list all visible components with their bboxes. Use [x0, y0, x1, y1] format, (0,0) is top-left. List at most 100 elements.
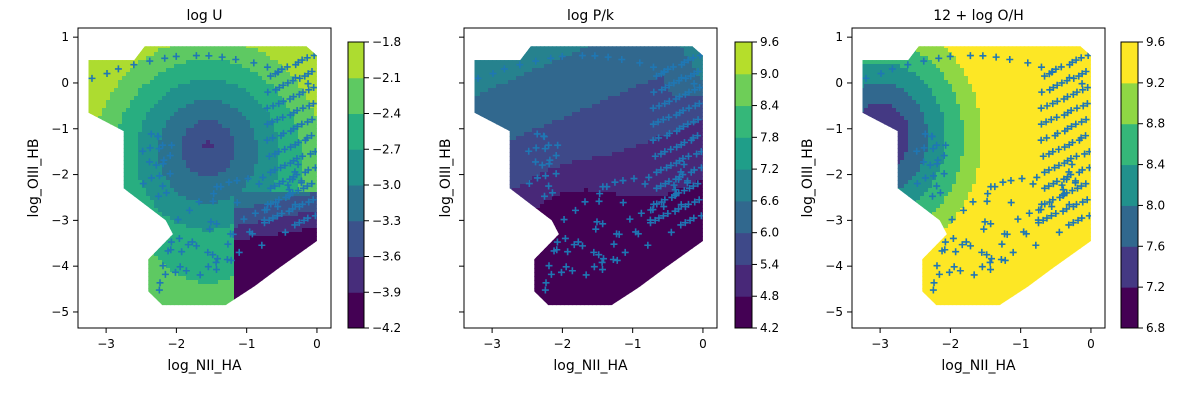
contour-fill — [88, 46, 317, 306]
data-marker — [1068, 161, 1076, 169]
data-marker — [935, 270, 943, 278]
data-marker — [1041, 168, 1049, 176]
data-marker — [677, 168, 685, 176]
data-marker — [913, 147, 921, 155]
chart-title: 12 + log O/H — [933, 8, 1024, 24]
data-marker — [1053, 81, 1061, 89]
data-marker — [684, 56, 692, 64]
data-marker — [275, 148, 283, 156]
data-marker — [267, 200, 275, 208]
data-marker — [303, 182, 311, 190]
data-marker — [1061, 143, 1069, 151]
colorbar-tick-label: 9.6 — [1146, 35, 1165, 49]
colorbar-band — [348, 42, 364, 79]
colorbar-band — [1121, 82, 1138, 125]
data-marker — [188, 238, 196, 246]
data-marker — [274, 203, 282, 211]
data-marker — [1032, 241, 1040, 249]
data-marker — [291, 141, 299, 149]
data-marker — [983, 197, 991, 205]
data-marker — [311, 212, 317, 220]
data-marker — [877, 70, 885, 78]
data-marker — [1048, 203, 1056, 211]
data-marker — [1069, 90, 1077, 98]
data-marker — [156, 279, 164, 287]
data-marker — [1063, 205, 1071, 213]
data-marker — [690, 80, 698, 88]
data-marker — [1045, 70, 1053, 78]
data-marker — [1041, 184, 1049, 192]
data-marker — [275, 180, 283, 188]
data-marker — [697, 212, 703, 220]
data-marker — [269, 134, 277, 142]
data-marker — [644, 241, 652, 249]
data-marker — [661, 148, 669, 156]
data-marker — [1060, 95, 1068, 103]
data-marker — [303, 54, 311, 62]
data-marker — [925, 228, 933, 236]
colorbar-band — [735, 200, 752, 234]
data-marker — [1046, 198, 1054, 206]
data-marker — [223, 256, 231, 264]
colorbar-band — [348, 185, 364, 222]
data-marker — [195, 198, 203, 206]
marker-layer — [88, 51, 317, 294]
colorbar-tick-label: 7.6 — [1146, 239, 1165, 253]
data-marker — [285, 186, 293, 194]
data-marker — [926, 161, 934, 169]
data-marker — [161, 54, 169, 62]
data-marker — [599, 266, 607, 274]
colorbar-tick-label: −3.0 — [372, 178, 401, 192]
data-marker — [690, 118, 698, 126]
data-marker — [680, 122, 688, 130]
data-marker — [1068, 187, 1076, 195]
data-marker — [227, 256, 235, 264]
data-marker — [1049, 84, 1057, 92]
data-marker — [680, 161, 688, 169]
data-marker — [178, 248, 186, 256]
data-marker — [1006, 56, 1014, 64]
data-marker — [537, 228, 545, 236]
data-marker — [233, 199, 241, 207]
data-marker — [664, 209, 672, 217]
data-marker — [988, 255, 996, 263]
data-marker — [275, 100, 283, 108]
data-marker — [1073, 88, 1081, 96]
data-marker — [980, 225, 988, 233]
data-marker — [552, 152, 560, 160]
data-marker — [155, 286, 163, 294]
data-marker — [255, 180, 263, 188]
data-marker — [299, 104, 307, 112]
data-marker — [1085, 148, 1091, 156]
colorbar-band — [348, 113, 364, 150]
data-marker — [1037, 104, 1045, 112]
data-marker — [1063, 77, 1071, 85]
data-marker — [273, 212, 281, 220]
data-marker — [970, 271, 978, 279]
data-marker — [1065, 201, 1073, 209]
data-marker — [672, 190, 680, 198]
data-marker — [690, 214, 698, 222]
data-marker — [1057, 63, 1065, 71]
data-marker — [175, 234, 183, 242]
data-marker — [184, 241, 192, 249]
data-marker — [695, 100, 703, 108]
data-marker — [560, 216, 568, 224]
data-marker — [1079, 86, 1087, 94]
data-marker — [176, 263, 184, 271]
data-marker — [301, 72, 309, 80]
data-marker — [209, 251, 217, 259]
data-marker — [268, 118, 276, 126]
data-marker — [590, 263, 598, 271]
data-marker — [682, 74, 690, 82]
colorbar-tick-label: 9.6 — [760, 35, 779, 49]
data-marker — [310, 51, 317, 59]
data-marker — [130, 61, 138, 69]
data-marker — [287, 143, 295, 151]
data-marker — [174, 216, 182, 224]
y-tick-label: 1 — [835, 30, 843, 44]
data-marker — [595, 197, 603, 205]
data-marker — [265, 152, 273, 160]
data-marker — [1043, 134, 1051, 142]
data-marker — [166, 170, 174, 178]
